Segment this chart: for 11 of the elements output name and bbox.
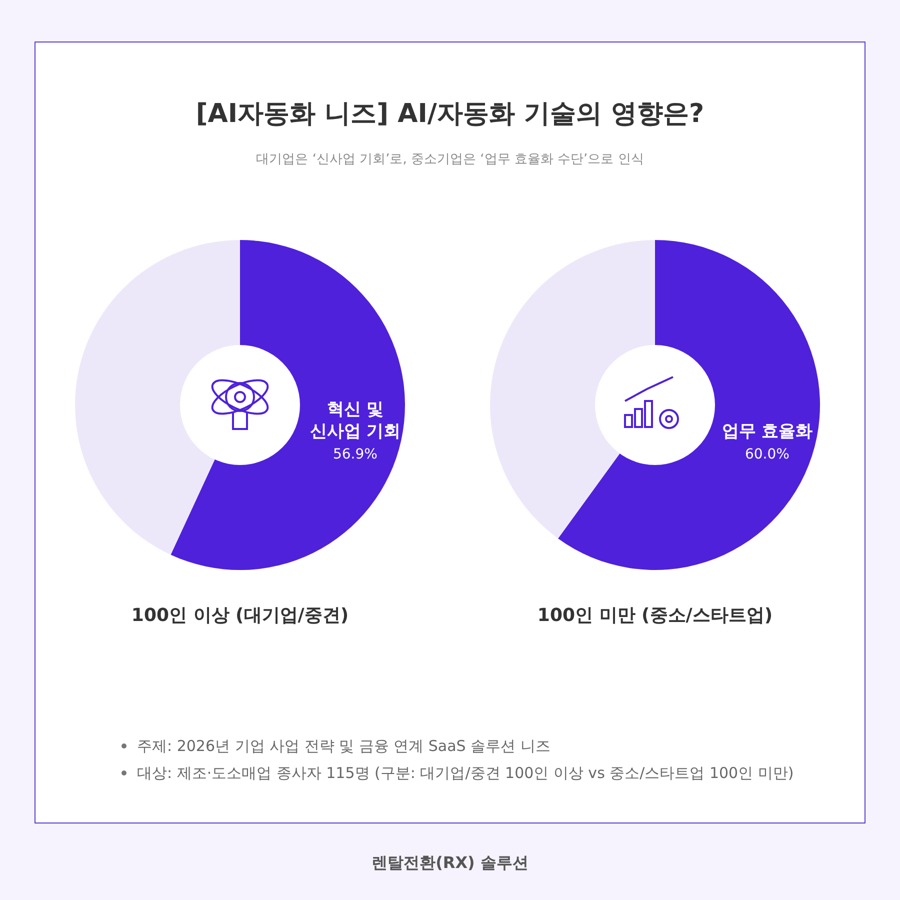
- text: 100인 이상 (대기업/중견): [131, 605, 349, 626]
- text: 대기업은 ‘신사업 기회’로, 중소기업은 ‘업무 효율화 수단’으로 인식: [256, 152, 644, 167]
- text: 100인 미만 (중소/스타트업): [537, 605, 773, 626]
- text: 렌탈전환(RX) 솔루션: [372, 853, 528, 872]
- slice-label: 업무 효율화: [722, 421, 813, 442]
- data-label: 56.9%: [332, 446, 378, 462]
- chart-title: [AI자동화 니즈] AI/자동화 기술의 영향은?: [196, 99, 704, 129]
- text: 대상: 제조·도소매업 종사자 115명 (구분: 대기업/중견 100인 이상 vs 중소/스타트업 100인 미만): [137, 764, 794, 782]
- data-label: 60.0%: [744, 446, 790, 462]
- slice-label: 혁신 및 신사업 기회: [310, 399, 401, 442]
- text: 주제: 2026년 기업 사업 전략 및 금융 연계 SaaS 솔루션 니즈: [137, 737, 550, 755]
